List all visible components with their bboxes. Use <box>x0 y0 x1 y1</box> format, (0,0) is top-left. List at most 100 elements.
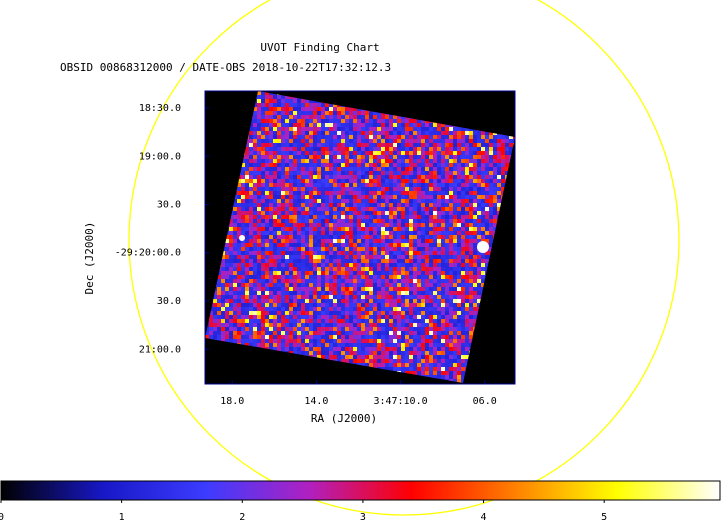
image-pixel <box>333 199 337 203</box>
image-pixel <box>401 175 405 179</box>
image-pixel <box>297 119 301 123</box>
image-pixel <box>345 135 349 139</box>
image-pixel <box>421 287 425 291</box>
image-pixel <box>417 335 421 339</box>
image-pixel <box>301 255 305 259</box>
image-pixel <box>345 327 349 331</box>
image-pixel <box>365 155 369 159</box>
image-pixel <box>301 219 305 223</box>
image-pixel <box>305 183 309 187</box>
image-pixel <box>481 211 485 215</box>
image-pixel <box>373 119 377 123</box>
image-pixel <box>389 319 393 323</box>
image-pixel <box>453 291 457 295</box>
image-pixel <box>289 227 293 231</box>
image-pixel <box>397 259 401 263</box>
image-pixel <box>393 235 397 239</box>
image-pixel <box>333 271 337 275</box>
image-pixel <box>329 255 333 259</box>
image-pixel <box>273 163 277 167</box>
image-pixel <box>317 307 321 311</box>
image-pixel <box>269 295 273 299</box>
image-pixel <box>393 339 397 343</box>
image-pixel <box>265 99 269 103</box>
image-pixel <box>453 211 457 215</box>
image-pixel <box>313 107 317 111</box>
image-pixel <box>413 199 417 203</box>
image-pixel <box>317 255 321 259</box>
image-pixel <box>477 167 481 171</box>
image-pixel <box>341 107 345 111</box>
image-pixel <box>429 151 433 155</box>
image-pixel <box>257 323 261 327</box>
image-pixel <box>337 231 341 235</box>
image-pixel <box>245 183 249 187</box>
image-pixel <box>301 207 305 211</box>
image-pixel <box>305 307 309 311</box>
image-pixel <box>337 119 341 123</box>
image-pixel <box>265 247 269 251</box>
image-pixel <box>381 239 385 243</box>
image-pixel <box>425 147 429 151</box>
image-pixel <box>285 295 289 299</box>
image-pixel <box>245 247 249 251</box>
image-pixel <box>213 295 217 299</box>
image-pixel <box>433 147 437 151</box>
image-pixel <box>265 159 269 163</box>
image-pixel <box>369 311 373 315</box>
image-pixel <box>329 223 333 227</box>
image-pixel <box>257 307 261 311</box>
image-pixel <box>469 243 473 247</box>
image-pixel <box>465 179 469 183</box>
image-pixel <box>293 211 297 215</box>
image-pixel <box>369 227 373 231</box>
image-pixel <box>421 159 425 163</box>
image-pixel <box>381 163 385 167</box>
image-pixel <box>245 163 249 167</box>
image-pixel <box>445 311 449 315</box>
image-pixel <box>257 275 261 279</box>
image-pixel <box>349 247 353 251</box>
image-pixel <box>321 155 325 159</box>
image-pixel <box>281 99 285 103</box>
image-pixel <box>257 99 261 103</box>
image-pixel <box>413 151 417 155</box>
image-pixel <box>325 287 329 291</box>
image-pixel <box>249 339 253 343</box>
image-pixel <box>273 171 277 175</box>
image-pixel <box>321 195 325 199</box>
image-pixel <box>245 331 249 335</box>
image-pixel <box>465 239 469 243</box>
image-pixel <box>265 335 269 339</box>
image-pixel <box>333 267 337 271</box>
image-pixel <box>329 291 333 295</box>
image-pixel <box>357 335 361 339</box>
image-pixel <box>401 279 405 283</box>
image-pixel <box>273 203 277 207</box>
image-pixel <box>377 203 381 207</box>
image-pixel <box>425 203 429 207</box>
image-pixel <box>301 343 305 347</box>
image-pixel <box>425 219 429 223</box>
image-pixel <box>241 287 245 291</box>
image-pixel <box>365 135 369 139</box>
image-pixel <box>305 235 309 239</box>
image-pixel <box>381 319 385 323</box>
image-pixel <box>257 183 261 187</box>
image-pixel <box>437 135 441 139</box>
image-pixel <box>437 323 441 327</box>
image-pixel <box>289 331 293 335</box>
image-pixel <box>337 159 341 163</box>
image-pixel <box>421 135 425 139</box>
image-pixel <box>429 191 433 195</box>
image-pixel <box>357 211 361 215</box>
image-pixel <box>477 251 481 255</box>
image-pixel <box>365 299 369 303</box>
image-pixel <box>453 155 457 159</box>
image-pixel <box>277 263 281 267</box>
image-pixel <box>353 199 357 203</box>
image-pixel <box>377 163 381 167</box>
image-pixel <box>449 303 453 307</box>
image-pixel <box>237 315 241 319</box>
image-pixel <box>413 247 417 251</box>
